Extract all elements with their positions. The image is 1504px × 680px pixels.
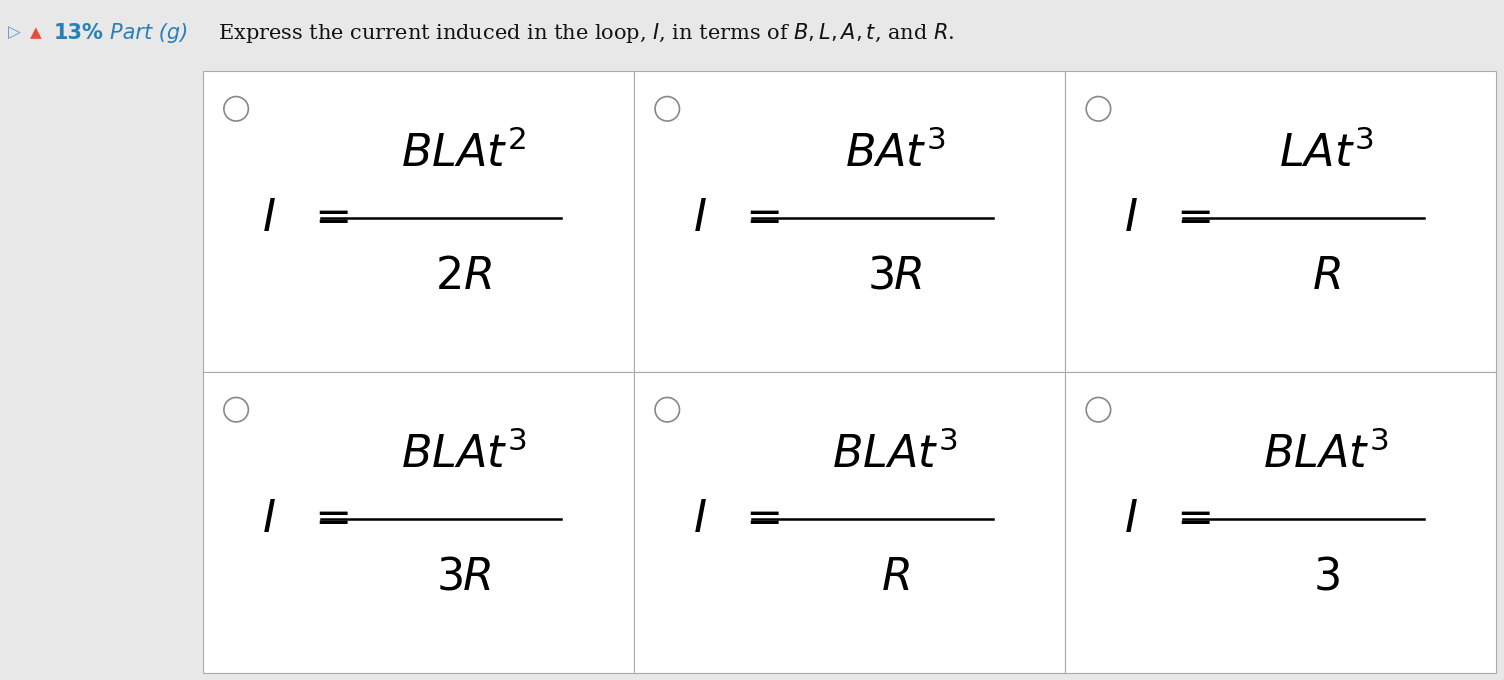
Ellipse shape [224, 97, 248, 121]
Text: Express the current induced in the loop, $I$, in terms of $B, L, A, t$, and $R$.: Express the current induced in the loop,… [218, 20, 955, 45]
Bar [203, 373, 635, 673]
Bar [1065, 373, 1496, 673]
Text: $\mathbf{\mathit{2R}}$: $\mathbf{\mathit{2R}}$ [435, 255, 492, 298]
Bar [635, 71, 1065, 373]
Text: ▷: ▷ [8, 24, 20, 41]
Ellipse shape [656, 397, 680, 422]
Text: $\mathbf{\mathit{3R}}$: $\mathbf{\mathit{3R}}$ [868, 255, 922, 298]
Text: $\mathbf{\mathit{BLAt^{3}}}$: $\mathbf{\mathit{BLAt^{3}}}$ [832, 432, 958, 477]
Bar [1065, 71, 1496, 373]
Bar [203, 71, 635, 373]
Text: $\mathbf{\mathit{BAt^{3}}}$: $\mathbf{\mathit{BAt^{3}}}$ [845, 131, 945, 176]
Ellipse shape [656, 97, 680, 121]
Ellipse shape [1086, 397, 1110, 422]
Text: $\mathbf{\mathit{LAt^{3}}}$: $\mathbf{\mathit{LAt^{3}}}$ [1278, 131, 1373, 176]
Text: $\mathbf{\mathit{R}}$: $\mathbf{\mathit{R}}$ [1311, 255, 1340, 298]
Text: $\mathit{I}$  $=$: $\mathit{I}$ $=$ [262, 197, 349, 240]
Text: $\mathit{I}$  $=$: $\mathit{I}$ $=$ [1125, 498, 1212, 541]
Text: $\mathit{I}$  $=$: $\mathit{I}$ $=$ [1125, 197, 1212, 240]
Text: ▲: ▲ [30, 25, 42, 40]
Text: $\mathbf{\mathit{3}}$: $\mathbf{\mathit{3}}$ [1313, 556, 1340, 598]
Text: $\mathit{I}$  $=$: $\mathit{I}$ $=$ [693, 498, 781, 541]
Text: $\mathbf{\mathit{BLAt^{3}}}$: $\mathbf{\mathit{BLAt^{3}}}$ [1263, 432, 1388, 477]
Ellipse shape [1086, 97, 1110, 121]
Text: $\mathbf{\mathit{BLAt^{3}}}$: $\mathbf{\mathit{BLAt^{3}}}$ [402, 432, 526, 477]
Text: $\mathit{I}$  $=$: $\mathit{I}$ $=$ [262, 498, 349, 541]
Text: $\mathbf{\mathit{BLAt^{2}}}$: $\mathbf{\mathit{BLAt^{2}}}$ [402, 131, 526, 176]
Bar [635, 373, 1065, 673]
Text: $\mathbf{\mathit{R}}$: $\mathbf{\mathit{R}}$ [880, 556, 910, 598]
Text: $\mathit{I}$  $=$: $\mathit{I}$ $=$ [693, 197, 781, 240]
Text: 13%: 13% [54, 22, 104, 43]
Ellipse shape [224, 397, 248, 422]
Text: $\mathbf{\mathit{3R}}$: $\mathbf{\mathit{3R}}$ [436, 556, 492, 598]
Text: Part (g): Part (g) [110, 22, 188, 43]
